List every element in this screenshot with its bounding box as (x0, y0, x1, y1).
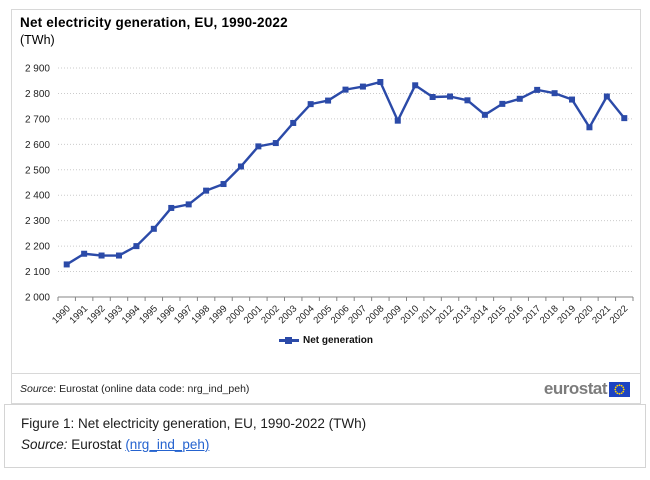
svg-text:2000: 2000 (224, 303, 247, 326)
svg-text:2022: 2022 (608, 303, 631, 326)
svg-text:2017: 2017 (521, 303, 544, 326)
svg-text:2003: 2003 (277, 303, 300, 326)
svg-text:1996: 1996 (155, 303, 178, 326)
chart-subtitle: (TWh) (20, 33, 55, 47)
svg-text:1999: 1999 (207, 303, 230, 326)
svg-text:2 000: 2 000 (25, 293, 50, 304)
source-note: Source: Eurostat (online data code: nrg_… (20, 383, 249, 395)
svg-text:2001: 2001 (242, 303, 265, 326)
source-note-text: : Eurostat (online data code: nrg_ind_pe… (53, 383, 250, 395)
figure-caption-box: Figure 1: Net electricity generation, EU… (4, 404, 646, 468)
line-chart-canvas: 2 000 2 100 2 200 2 300 2 400 2 500 2 600 2 700… (25, 64, 634, 326)
svg-text:2 900: 2 900 (25, 64, 50, 75)
svg-text:2005: 2005 (311, 303, 334, 326)
svg-text:2002: 2002 (259, 303, 282, 326)
svg-text:2 500: 2 500 (25, 165, 50, 176)
figure-source-prefix: Source: (21, 437, 68, 452)
svg-text:1995: 1995 (137, 303, 160, 326)
figure-source: Source: Eurostat (nrg_ind_peh) (21, 437, 209, 452)
svg-text:2 600: 2 600 (25, 140, 50, 151)
svg-text:2021: 2021 (590, 303, 613, 326)
svg-text:2009: 2009 (381, 303, 404, 326)
svg-text:1998: 1998 (190, 303, 213, 326)
svg-text:2006: 2006 (329, 303, 352, 326)
svg-text:1994: 1994 (120, 303, 143, 326)
svg-text:2 700: 2 700 (25, 114, 50, 125)
svg-text:2 400: 2 400 (25, 191, 50, 202)
svg-text:1993: 1993 (102, 303, 125, 326)
svg-text:1990: 1990 (50, 303, 73, 326)
svg-text:2004: 2004 (294, 303, 317, 326)
svg-text:1997: 1997 (172, 303, 195, 326)
dataset-link[interactable]: (nrg_ind_peh) (125, 437, 210, 452)
plot-area: 2 000 2 100 2 200 2 300 2 400 2 500 2 600 2 700… (12, 48, 640, 334)
figure-source-text: Eurostat (67, 437, 126, 452)
svg-text:2 800: 2 800 (25, 89, 50, 100)
svg-text:2019: 2019 (555, 303, 578, 326)
svg-text:2013: 2013 (451, 303, 474, 326)
svg-text:1991: 1991 (68, 303, 91, 326)
svg-text:2016: 2016 (503, 303, 526, 326)
svg-text:2020: 2020 (573, 303, 596, 326)
panel-footer: Source: Eurostat (online data code: nrg_… (12, 373, 640, 404)
svg-text:2 200: 2 200 (25, 242, 50, 253)
legend-line-marker-icon (278, 336, 299, 345)
svg-text:2007: 2007 (346, 303, 369, 326)
chart-title: Net electricity generation, EU, 1990-202… (20, 15, 288, 30)
legend-label: Net generation (302, 335, 373, 346)
eurostat-logo: eurostat (544, 379, 630, 399)
svg-text:2014: 2014 (468, 303, 491, 326)
eu-flag-icon (609, 381, 630, 397)
svg-text:2 300: 2 300 (25, 216, 50, 227)
svg-text:2011: 2011 (417, 303, 439, 325)
chart-legend: Net generation (12, 335, 640, 346)
svg-text:2 100: 2 100 (25, 267, 50, 278)
source-note-prefix: Source (20, 383, 54, 395)
svg-text:2012: 2012 (433, 303, 456, 326)
chart-panel: Net electricity generation, EU, 1990-202… (11, 9, 641, 404)
svg-text:1992: 1992 (85, 303, 108, 326)
svg-text:2010: 2010 (399, 303, 422, 326)
svg-text:2008: 2008 (364, 303, 387, 326)
eurostat-logo-text: eurostat (543, 379, 608, 398)
legend-item-net-generation[interactable]: Net generation (278, 335, 373, 346)
svg-text:2015: 2015 (486, 303, 509, 326)
figure-caption: Figure 1: Net electricity generation, EU… (21, 416, 367, 431)
svg-text:2018: 2018 (538, 303, 561, 326)
